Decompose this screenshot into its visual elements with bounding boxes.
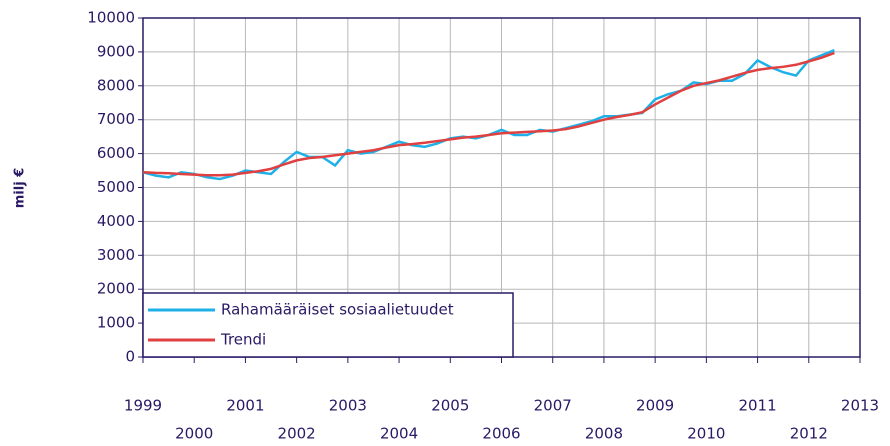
y-tick-label: 6000 (97, 144, 135, 162)
x-tick-label: 2005 (431, 397, 469, 415)
line (142, 49, 835, 181)
x-tick-label: 1999 (124, 397, 162, 415)
y-tick-label: 0 (125, 348, 135, 366)
y-tick-label: 5000 (97, 178, 135, 196)
y-tick-label: 1000 (97, 314, 135, 332)
y-tick-label: 10000 (87, 9, 135, 27)
x-tick-label: 2007 (534, 397, 572, 415)
y-tick-label: 4000 (97, 212, 135, 230)
y-axis-label: milj € (13, 168, 28, 209)
x-tick-label: 2010 (687, 425, 725, 443)
x-tick-label: 2000 (175, 425, 213, 443)
y-tick-label: 7000 (97, 110, 135, 128)
legend-label: Trendi (220, 331, 266, 349)
y-tick-label: 3000 (97, 246, 135, 264)
x-tick-label: 2004 (380, 425, 418, 443)
legend-box (142, 292, 514, 358)
y-tick-label: 9000 (97, 42, 135, 60)
x-tick-label: 2002 (278, 425, 316, 443)
x-tick-label: 2003 (329, 397, 367, 415)
y-tick-label: 8000 (97, 76, 135, 94)
x-tick-label: 2001 (226, 397, 264, 415)
x-tick-label: 2008 (585, 425, 623, 443)
x-tick-label: 2011 (738, 397, 776, 415)
x-tick-label: 2012 (790, 425, 828, 443)
x-tick-label: 2009 (636, 397, 674, 415)
line (142, 51, 835, 177)
y-tick-label: 2000 (97, 280, 135, 298)
x-tick-label: 2006 (482, 425, 520, 443)
legend-label: Rahamääräiset sosiaalietuudet (221, 301, 454, 319)
x-tick-label: 2013 (841, 397, 879, 415)
